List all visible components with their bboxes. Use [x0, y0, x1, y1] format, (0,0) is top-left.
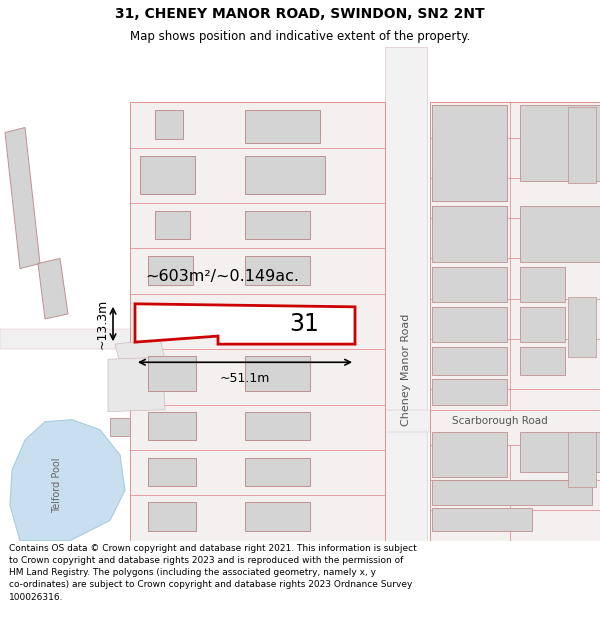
- Bar: [148, 458, 196, 486]
- Bar: [245, 256, 310, 284]
- Bar: [432, 379, 507, 404]
- Polygon shape: [5, 127, 40, 269]
- Bar: [568, 432, 596, 488]
- Bar: [245, 156, 325, 194]
- Bar: [245, 503, 310, 531]
- Bar: [432, 126, 507, 141]
- Bar: [385, 409, 600, 432]
- Polygon shape: [130, 102, 385, 541]
- Bar: [432, 508, 532, 531]
- Bar: [432, 432, 507, 477]
- Polygon shape: [10, 420, 125, 541]
- Bar: [432, 206, 507, 261]
- Text: Telford Pool: Telford Pool: [52, 458, 62, 513]
- Bar: [432, 106, 507, 121]
- Text: ~51.1m: ~51.1m: [220, 372, 270, 386]
- Bar: [432, 266, 507, 302]
- Bar: [520, 106, 600, 181]
- Bar: [432, 186, 507, 201]
- Bar: [432, 307, 507, 342]
- Text: ~603m²/~0.149ac.: ~603m²/~0.149ac.: [145, 269, 299, 284]
- Text: Contains OS data © Crown copyright and database right 2021. This information is : Contains OS data © Crown copyright and d…: [9, 544, 417, 602]
- Text: Scarborough Road: Scarborough Road: [452, 416, 548, 426]
- Bar: [248, 311, 316, 336]
- Bar: [245, 111, 320, 142]
- Bar: [520, 266, 565, 302]
- Bar: [245, 211, 310, 239]
- Bar: [140, 156, 195, 194]
- Bar: [385, 47, 427, 541]
- Polygon shape: [38, 259, 68, 319]
- Bar: [568, 297, 596, 358]
- Text: 31: 31: [289, 312, 319, 336]
- Bar: [148, 356, 196, 391]
- Bar: [520, 307, 565, 342]
- Bar: [155, 211, 190, 239]
- Bar: [245, 458, 310, 486]
- Bar: [432, 347, 507, 376]
- Polygon shape: [108, 357, 165, 412]
- Bar: [110, 418, 130, 436]
- Bar: [148, 503, 196, 531]
- Polygon shape: [135, 304, 355, 344]
- Bar: [155, 111, 183, 139]
- Polygon shape: [115, 339, 165, 364]
- Bar: [432, 206, 507, 221]
- Polygon shape: [430, 102, 600, 541]
- Bar: [568, 107, 596, 183]
- Bar: [148, 256, 193, 284]
- Text: ~13.3m: ~13.3m: [96, 299, 109, 349]
- Text: Map shows position and indicative extent of the property.: Map shows position and indicative extent…: [130, 30, 470, 43]
- Bar: [245, 356, 310, 391]
- Bar: [520, 206, 600, 261]
- Text: 31, CHENEY MANOR ROAD, SWINDON, SN2 2NT: 31, CHENEY MANOR ROAD, SWINDON, SN2 2NT: [115, 7, 485, 21]
- Bar: [0, 329, 170, 349]
- Text: Cheney Manor Road: Cheney Manor Road: [401, 313, 411, 426]
- Bar: [432, 146, 507, 161]
- Bar: [148, 412, 196, 440]
- Bar: [432, 106, 507, 201]
- Bar: [245, 412, 310, 440]
- Bar: [432, 480, 592, 506]
- Bar: [432, 166, 507, 181]
- Bar: [520, 432, 600, 472]
- Bar: [520, 347, 565, 376]
